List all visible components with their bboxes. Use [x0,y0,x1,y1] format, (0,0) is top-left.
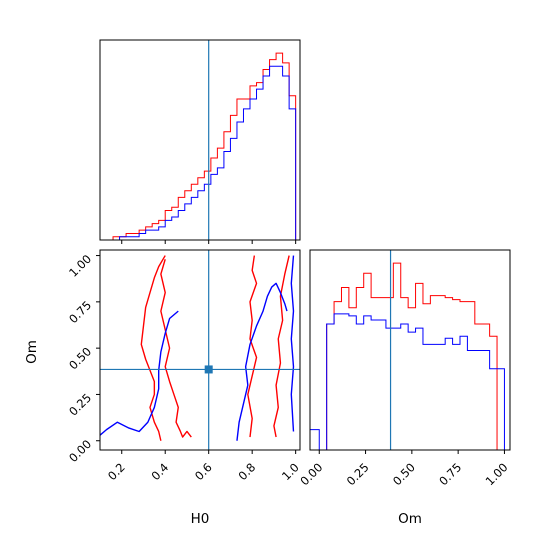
joint-ytick-label-3: 0.75 [66,298,94,326]
xlabel-om: Om [398,511,422,527]
hist-h0-frame [99,39,301,241]
hist-om-series-1 [309,313,505,451]
axis-labels: H0 Om Om [24,340,422,527]
hist-om-panel: 0.00 0.25 0.50 0.75 1.00 [297,249,511,488]
joint-xtick-label-2: 0.6 [192,460,215,483]
hist-h0-series-1 [100,65,297,241]
contour-line-6 [290,255,295,432]
right-xtick-label-0: 0.00 [297,460,325,488]
right-xtick-label-2: 0.50 [390,460,418,488]
truth-marker [204,365,213,374]
joint-ytick-label-4: 1.00 [66,252,94,280]
ylabel-om: Om [24,340,40,364]
joint-xtick-label-0: 0.2 [105,460,128,483]
contour-line-0 [140,255,166,441]
right-xtick-label-4: 1.00 [483,460,511,488]
joint-ytick-label-1: 0.25 [66,391,94,419]
joint-ytick-label-0: 0.00 [66,437,94,465]
contour-line-1 [160,259,192,438]
joint-frame [99,249,301,451]
joint-xtick-label-3: 0.8 [235,460,258,483]
joint-h0-om-panel: 0.2 0.4 0.6 0.8 1.00.000.250.500.751.00 [66,249,302,483]
joint-ytick-label-2: 0.50 [66,344,94,372]
contour-line-5 [236,282,288,441]
hist-h0-panel [99,39,301,244]
contour-line-2 [247,255,258,438]
hist-h0-series-0 [100,52,297,241]
hist-om-frame [309,249,511,451]
hist-om-series-0 [310,262,505,451]
right-xtick-label-1: 0.25 [344,460,372,488]
xlabel-h0: H0 [191,511,210,527]
contour-group [100,255,295,441]
right-xtick-label-3: 0.75 [436,460,464,488]
contour-line-3 [273,255,290,438]
contour-line-4 [100,310,179,436]
joint-xtick-label-1: 0.4 [149,460,172,483]
